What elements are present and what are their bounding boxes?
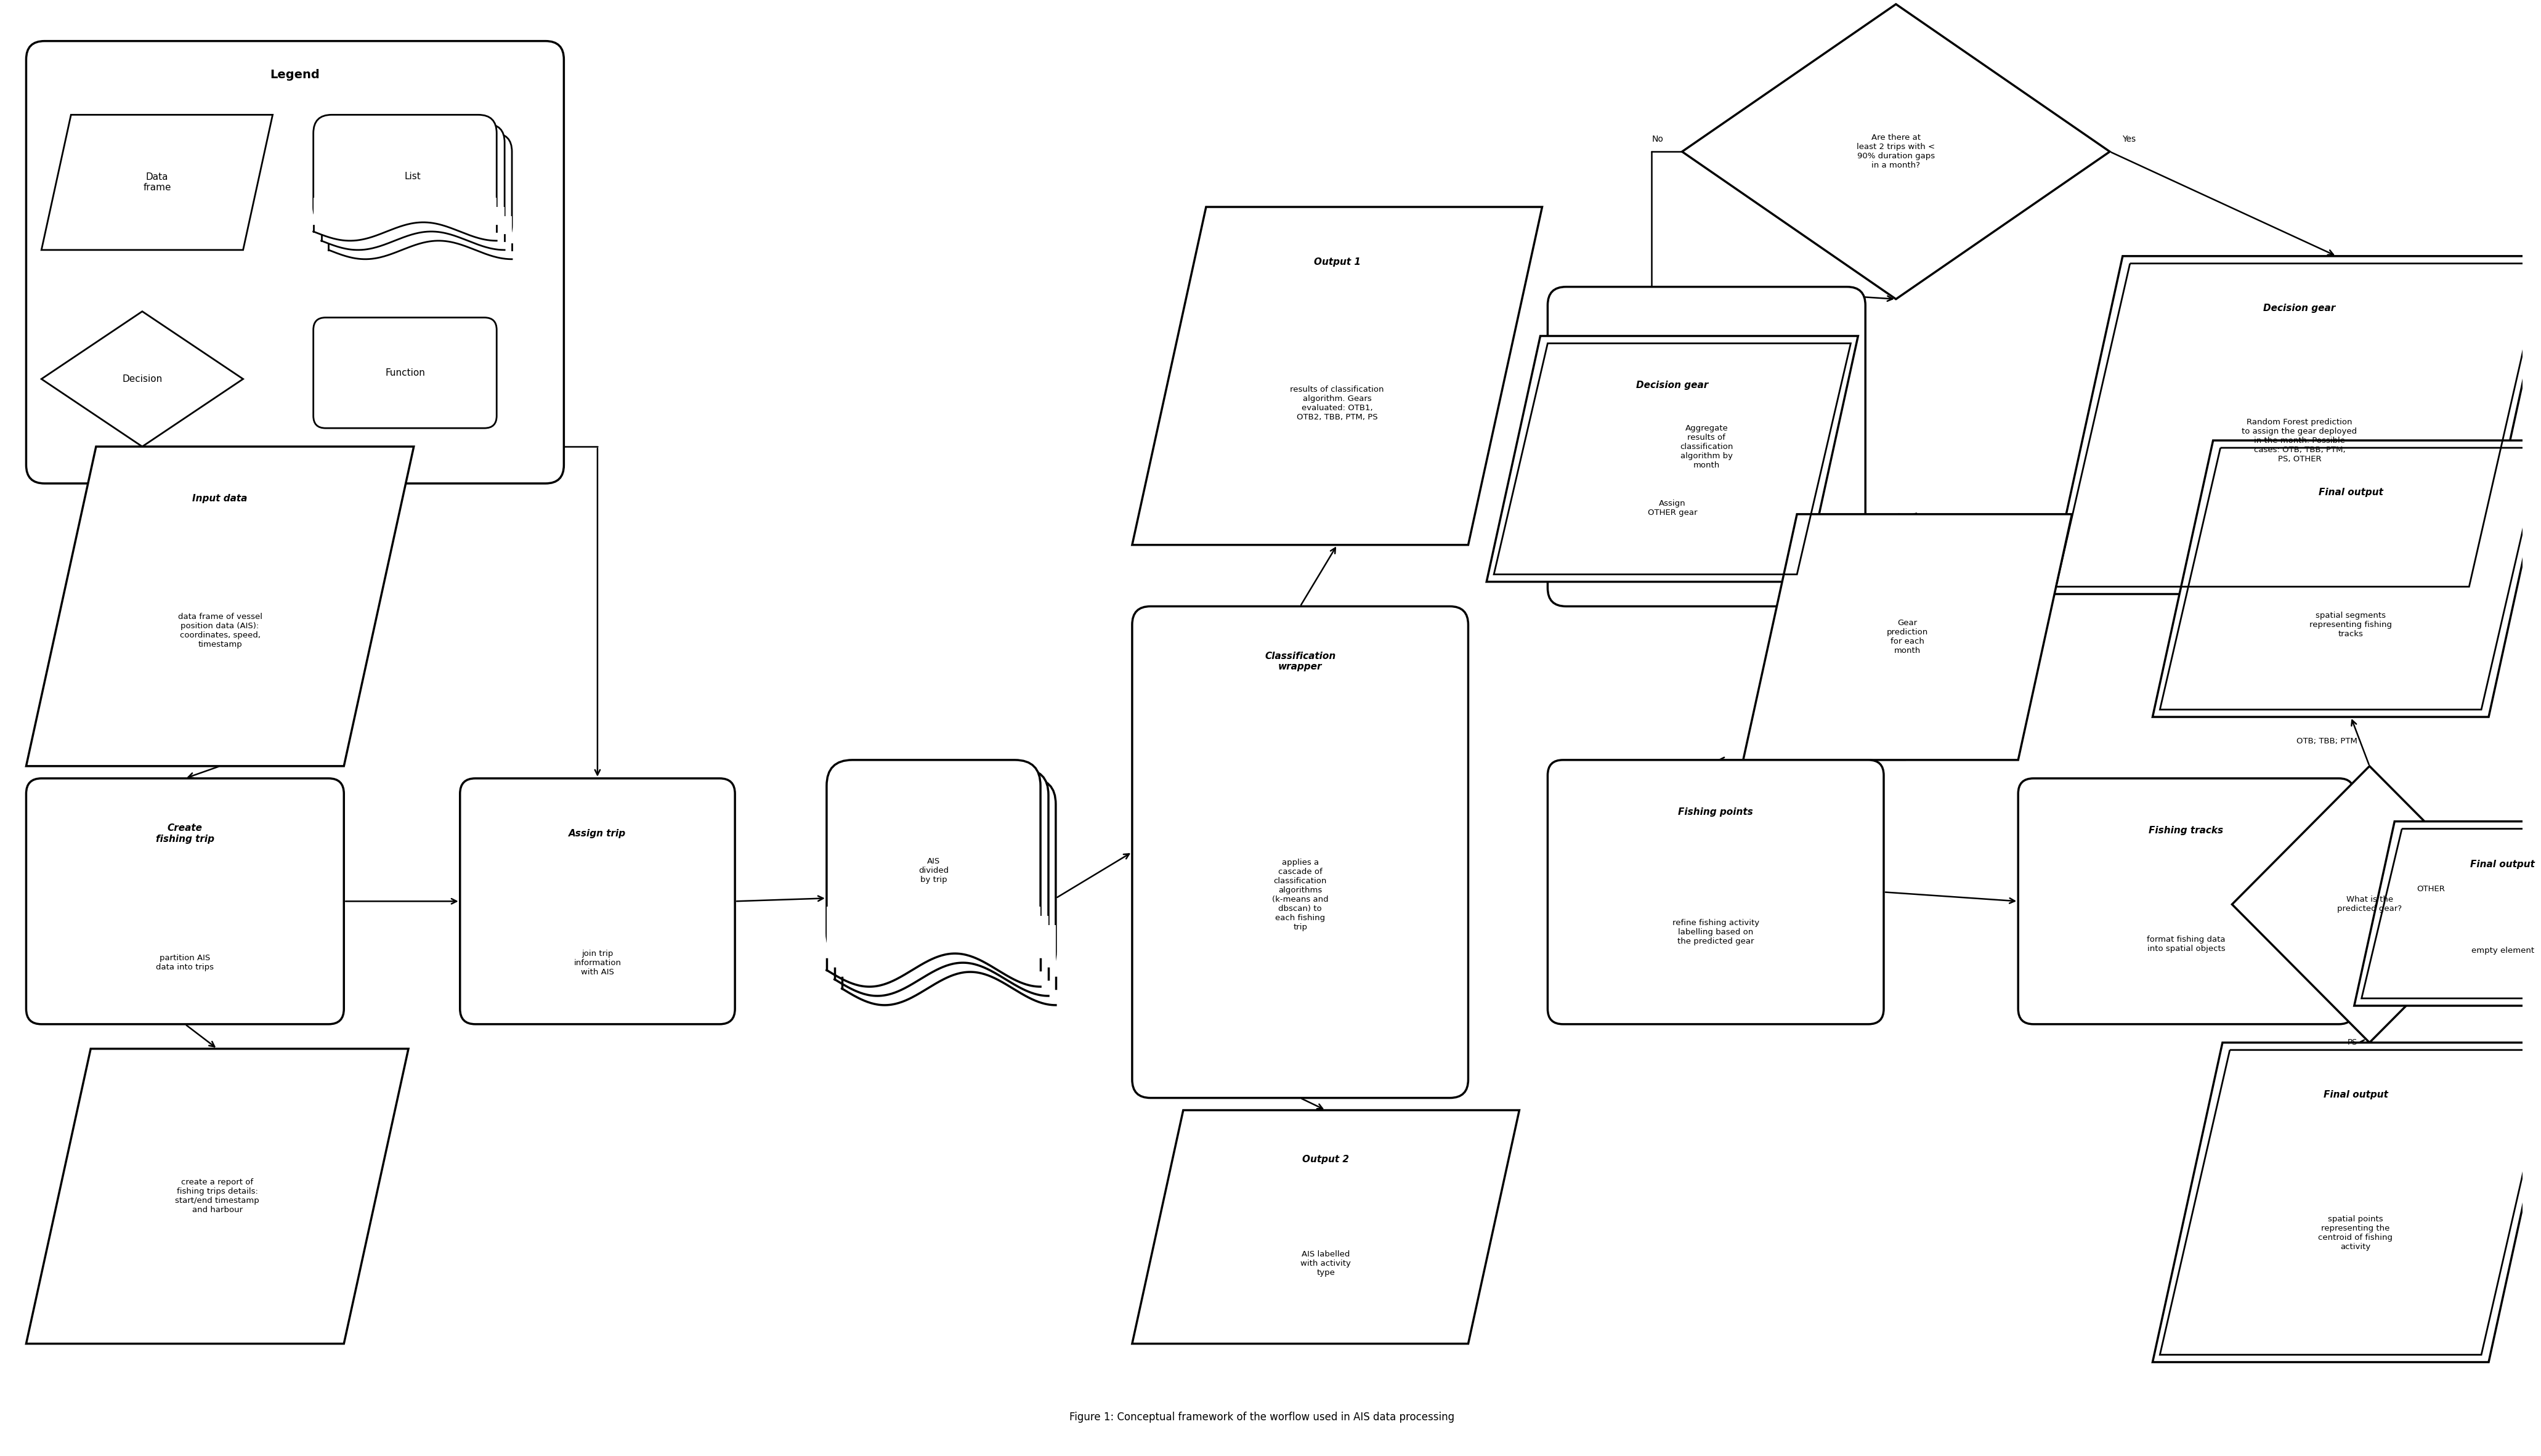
Text: refine fishing activity
labelling based on
the predicted gear: refine fishing activity labelling based … [1672,919,1758,945]
Polygon shape [41,115,272,250]
Text: empty element: empty element [2472,946,2533,955]
Text: results of classification
algorithm. Gears
evaluated: OTB1,
OTB2, TBB, PTM, PS: results of classification algorithm. Gea… [1291,386,1385,421]
Text: applies a
cascade of
classification
algorithms
(k-means and
dbscan) to
each fish: applies a cascade of classification algo… [1273,859,1329,932]
Bar [826,907,1039,962]
Polygon shape [25,447,414,766]
Polygon shape [2353,821,2541,1006]
FancyBboxPatch shape [313,317,495,428]
Polygon shape [2152,440,2541,716]
Text: OTHER: OTHER [2416,885,2444,893]
FancyBboxPatch shape [1547,287,1865,606]
FancyBboxPatch shape [460,779,734,1024]
FancyBboxPatch shape [320,124,506,234]
FancyBboxPatch shape [2018,779,2353,1024]
Text: Assign trip: Assign trip [569,828,625,839]
Text: Final output: Final output [2470,860,2536,869]
Text: create a report of
fishing trips details:
start/end timestamp
and harbour: create a report of fishing trips details… [175,1178,259,1214]
Bar [833,916,1049,971]
FancyBboxPatch shape [328,132,511,243]
Text: OTB; TBB; PTM: OTB; TBB; PTM [2297,738,2358,745]
Text: PS: PS [2348,1038,2358,1047]
Text: Create
fishing trip: Create fishing trip [155,824,213,843]
Text: Decision gear: Decision gear [2264,304,2335,313]
Text: Decision gear: Decision gear [1636,380,1708,390]
Text: No: No [1652,135,1664,144]
Bar [320,207,506,237]
Text: Decision: Decision [122,374,163,383]
FancyBboxPatch shape [313,115,495,226]
Text: spatial segments
representing fishing
tracks: spatial segments representing fishing tr… [2310,612,2391,638]
Text: List: List [404,172,422,181]
Polygon shape [1486,336,1857,582]
Text: Final output: Final output [2322,1091,2389,1099]
Text: Random Forest prediction
to assign the gear deployed
in the month. Possible
case: Random Forest prediction to assign the g… [2241,418,2358,463]
Polygon shape [25,1048,409,1344]
Text: Figure 1: Conceptual framework of the worflow used in AIS data processing: Figure 1: Conceptual framework of the wo… [1070,1412,1453,1423]
Text: What is the
predicted gear?: What is the predicted gear? [2338,895,2401,913]
Text: format fishing data
into spatial objects: format fishing data into spatial objects [2147,936,2226,952]
FancyBboxPatch shape [25,41,564,483]
Text: Are there at
least 2 trips with <
90% duration gaps
in a month?: Are there at least 2 trips with < 90% du… [1857,134,1936,169]
FancyBboxPatch shape [833,769,1049,968]
Polygon shape [1682,4,2109,298]
FancyBboxPatch shape [1547,760,1883,1024]
Text: data frame of vessel
position data (AIS):
coordinates, speed,
timestamp: data frame of vessel position data (AIS)… [178,613,262,649]
Text: Aggregate
results of
classification
algorithm by
month: Aggregate results of classification algo… [1680,424,1733,469]
FancyBboxPatch shape [826,760,1039,960]
Text: Input data: Input data [193,494,246,504]
Text: Function: Function [386,368,424,377]
Text: AIS labelled
with activity
type: AIS labelled with activity type [1301,1251,1352,1277]
FancyBboxPatch shape [841,779,1055,977]
Text: Yes: Yes [2122,135,2134,144]
Text: partition AIS
data into trips: partition AIS data into trips [155,954,213,971]
Polygon shape [41,312,244,447]
Text: Classification
wrapper: Classification wrapper [1265,652,1337,671]
Text: Assign
OTHER gear: Assign OTHER gear [1647,499,1697,517]
Text: AIS
divided
by trip: AIS divided by trip [917,858,948,884]
Text: Final output: Final output [2317,488,2383,498]
Polygon shape [1743,514,2071,760]
Text: Data
frame: Data frame [142,172,170,192]
FancyBboxPatch shape [1133,606,1469,1098]
Bar [313,198,495,229]
Text: Fishing tracks: Fishing tracks [2150,826,2223,836]
Text: Output 2: Output 2 [1304,1155,1349,1163]
Text: Gear
prediction
for each
month: Gear prediction for each month [1888,619,1929,655]
Polygon shape [1133,207,1542,545]
Text: join trip
information
with AIS: join trip information with AIS [574,949,620,976]
Polygon shape [2231,766,2508,1042]
Text: Legend: Legend [269,68,320,80]
Polygon shape [2152,1042,2541,1363]
Bar [328,215,511,248]
Polygon shape [2048,256,2541,594]
Text: spatial points
representing the
centroid of fishing
activity: spatial points representing the centroid… [2317,1216,2394,1251]
Bar [841,925,1055,980]
Polygon shape [1133,1109,1520,1344]
FancyBboxPatch shape [25,779,343,1024]
Text: Output 1: Output 1 [1314,258,1359,266]
Text: Fishing points: Fishing points [1677,808,1753,817]
